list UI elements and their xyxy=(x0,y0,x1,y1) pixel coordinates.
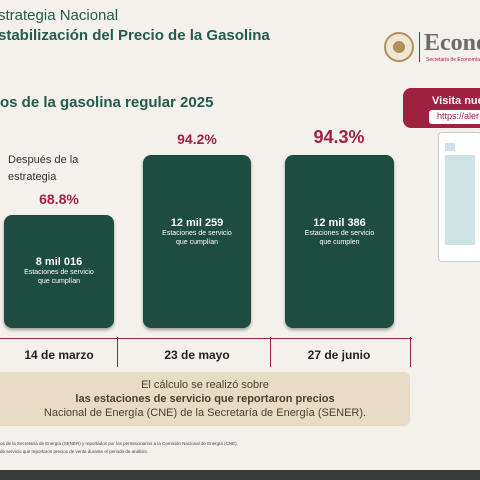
footnotes: os de la Secretaría de Energía (SENER) y… xyxy=(0,440,238,456)
axis-tick-3 xyxy=(410,337,411,367)
bar-2-desc-2: que cumplían xyxy=(175,239,219,246)
bar-2: 12 mil 259 Estaciones de servicio que cump… xyxy=(143,155,251,328)
axis-tick-2 xyxy=(270,337,271,367)
note-line-3: Nacional de Energía (CNE) de la Secretar… xyxy=(43,407,367,419)
bar-3-value-label: 94.3% xyxy=(313,127,365,147)
visit-title: Visita nue xyxy=(432,95,480,107)
bar-2-stations: 12 mil 259 xyxy=(170,217,224,229)
axis-tick-1 xyxy=(117,337,118,367)
bar-1-desc-2: que cumplían xyxy=(37,278,81,285)
bar-3-desc-2: que cumplen xyxy=(319,239,360,246)
note-line-2: las estaciones de servicio que reportaro… xyxy=(75,393,335,405)
title-line-1: strategia Nacional xyxy=(0,7,119,24)
phone-header-block xyxy=(445,143,455,151)
bar-3-text: 12 mil 386 Estaciones de servicio que cump… xyxy=(285,217,394,247)
bar-1-text: 8 mil 016 Estaciones de servicio que cumpl… xyxy=(4,256,114,286)
phone-mockup-image xyxy=(438,132,480,262)
bar-2-text: 12 mil 259 Estaciones de servicio que cump… xyxy=(143,217,251,247)
bar-2-desc-1: Estaciones de servicio xyxy=(162,230,232,237)
chart-subtitle: os de la gasolina regular 2025 xyxy=(0,94,214,111)
visit-url-link[interactable]: https://aler xyxy=(429,110,480,124)
bar-3-desc-1: Estaciones de servicio xyxy=(304,230,375,237)
bar-1-value-label: 68.8% xyxy=(39,191,79,207)
seal-icon xyxy=(384,32,414,62)
slide: strategia Nacional stabilización del Pre… xyxy=(0,0,480,470)
note-line-1: El cálculo se realizó sobre xyxy=(141,379,269,391)
chart-baseline xyxy=(0,338,412,339)
bar-1-stations: 8 mil 016 xyxy=(35,256,83,268)
bar-1-desc-1: Estaciones de servicio xyxy=(24,269,94,276)
visit-banner[interactable]: Visita nue https://aler xyxy=(403,88,480,128)
bar-3-stations: 12 mil 386 xyxy=(313,217,366,229)
phone-map-block xyxy=(445,155,475,245)
logo-subtext: Secretaría de Economía xyxy=(426,57,480,63)
note-text: El cálculo se realizó sobre las estacion… xyxy=(0,378,410,420)
after-label-line-2: estrategia xyxy=(8,171,57,183)
bar-2-value-label: 94.2% xyxy=(177,131,217,147)
logo-divider xyxy=(419,32,420,62)
after-strategy-label: Después de la estrategia xyxy=(8,152,78,186)
category-label-1: 14 de marzo xyxy=(24,348,94,362)
title-line-2: stabilización del Precio de la Gasolina xyxy=(0,27,270,44)
note-box: El cálculo se realizó sobre las estacion… xyxy=(0,372,410,426)
category-label-2: 23 de mayo xyxy=(164,348,230,362)
economia-logo: Econo Secretaría de Economía xyxy=(384,30,480,64)
page-title: strategia Nacional stabilización del Pre… xyxy=(0,6,270,46)
bar-3: 12 mil 386 Estaciones de servicio que cump… xyxy=(285,155,394,328)
footnote-line-1: os de la Secretaría de Energía (SENER) y… xyxy=(0,441,238,446)
bar-1: 8 mil 016 Estaciones de servicio que cumpl… xyxy=(4,215,114,328)
logo-text: Econo xyxy=(424,30,480,56)
footnote-line-2: de servicio que reportaron precios de ve… xyxy=(0,449,148,454)
after-label-line-1: Después de la xyxy=(8,154,79,166)
category-label-3: 27 de junio xyxy=(307,348,371,362)
